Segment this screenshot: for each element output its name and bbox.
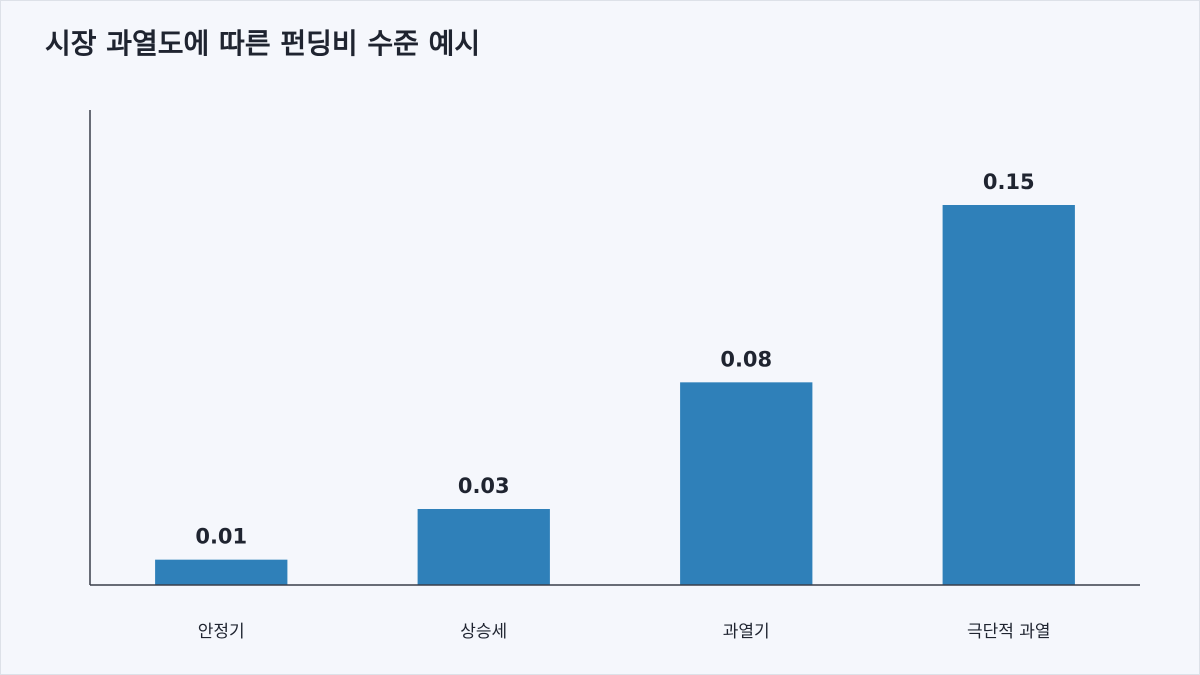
bar bbox=[417, 509, 550, 585]
value-label: 0.08 bbox=[720, 347, 772, 371]
bar bbox=[680, 382, 813, 585]
x-tick-label: 상승세 bbox=[460, 622, 507, 642]
value-label: 0.15 bbox=[983, 170, 1035, 194]
x-tick-label: 과열기 bbox=[723, 622, 770, 642]
bar bbox=[155, 559, 288, 585]
value-label: 0.01 bbox=[195, 525, 247, 549]
x-tick-label: 극단적 과열 bbox=[967, 622, 1051, 642]
chart-title: 시장 과열도에 따른 펀딩비 수준 예시 bbox=[45, 27, 480, 60]
bar bbox=[942, 205, 1075, 585]
x-tick-label: 안정기 bbox=[198, 622, 245, 642]
value-label: 0.03 bbox=[458, 474, 510, 498]
